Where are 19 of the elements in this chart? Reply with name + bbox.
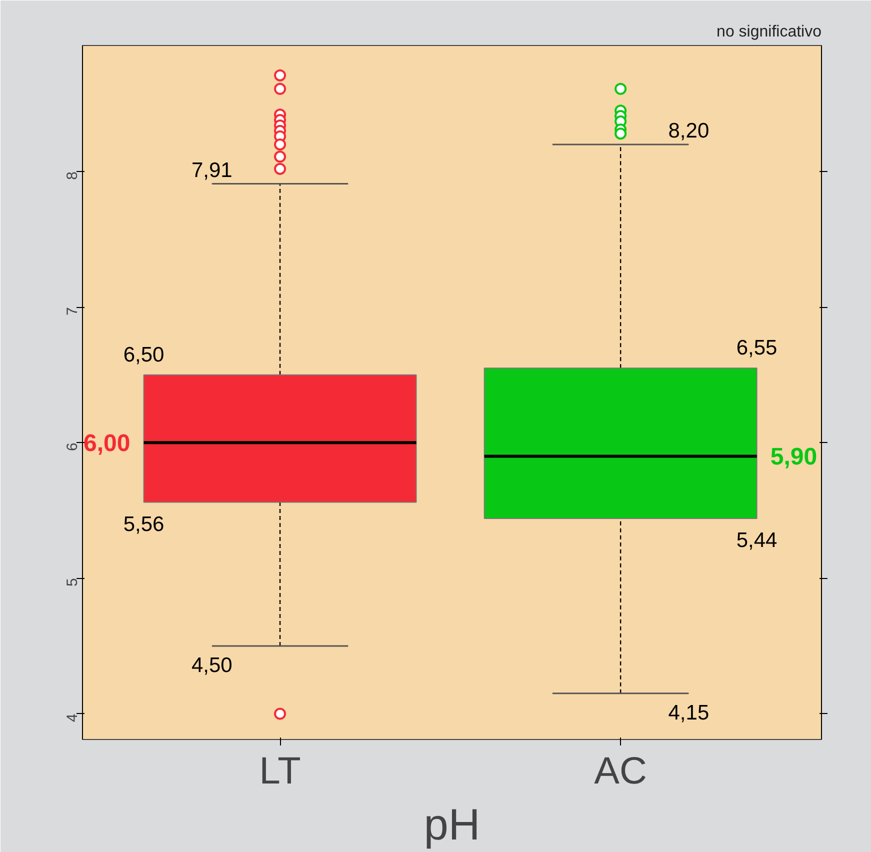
annotation: 6,50 <box>123 343 164 366</box>
x-tick-label: LT <box>259 750 301 792</box>
annotation: 7,91 <box>191 158 232 182</box>
y-tick-label: 6 <box>64 442 81 451</box>
chart-title: no significativo <box>716 24 822 40</box>
y-tick-label: 4 <box>64 714 81 722</box>
y-tick-label: 5 <box>64 578 81 587</box>
y-tick-label: 8 <box>64 172 81 180</box>
annotation: 6,55 <box>736 336 778 360</box>
x-axis-title: pH <box>424 800 480 850</box>
annotation: 4,15 <box>668 701 710 724</box>
annotation: 8,20 <box>668 120 710 143</box>
y-tick-label: 7 <box>64 307 81 316</box>
annotation: 6,00 <box>83 430 130 458</box>
x-tick-label: AC <box>594 750 647 792</box>
annotation: 5,56 <box>123 512 164 536</box>
annotation: 4,50 <box>191 654 232 677</box>
annotation: 5,44 <box>736 529 778 552</box>
annotation: 5,90 <box>770 444 818 471</box>
